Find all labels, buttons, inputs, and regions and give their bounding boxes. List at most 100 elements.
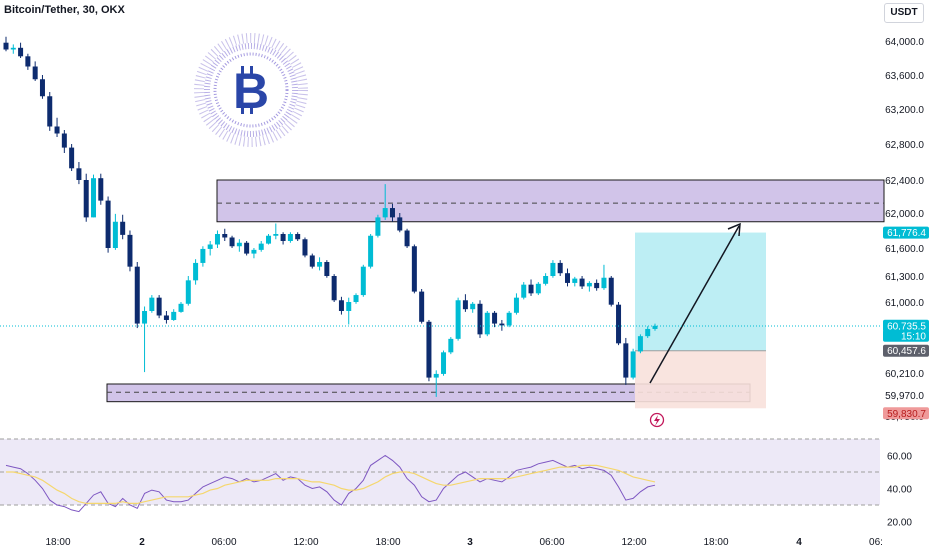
target-area	[635, 232, 766, 351]
price-tick-label: 63,200.0	[885, 105, 924, 116]
bitcoin-logo-icon: B	[194, 33, 308, 147]
rsi-ma-line	[6, 464, 656, 504]
price-tick-label: 63,600.0	[885, 71, 924, 82]
candle	[258, 241, 264, 252]
candle	[214, 230, 220, 248]
candle	[441, 350, 447, 376]
price-tick-label: 60,210.0	[885, 369, 924, 380]
candle	[331, 274, 337, 302]
candle	[98, 173, 104, 205]
time-tick-label: 06:00	[211, 537, 236, 548]
time-tick-label: 06:	[869, 537, 883, 548]
candle	[18, 42, 24, 58]
candle	[47, 92, 53, 131]
candle	[229, 235, 235, 248]
candle	[76, 162, 82, 185]
candle	[455, 297, 461, 341]
rsi-tick-label: 60.00	[887, 452, 912, 463]
time-tick-label: 2	[139, 537, 145, 548]
time-tick-label: 18:00	[45, 537, 70, 548]
candle	[360, 264, 366, 297]
candle	[652, 323, 658, 331]
candle	[178, 302, 184, 313]
rsi-tick-label: 20.00	[887, 518, 912, 529]
candle	[513, 293, 519, 315]
candle	[346, 297, 352, 325]
candle	[309, 253, 315, 269]
candle	[244, 241, 250, 256]
candle	[426, 319, 432, 382]
time-tick-label: 12:00	[621, 537, 646, 548]
candle	[433, 370, 439, 397]
candle	[389, 203, 395, 222]
candle	[120, 214, 126, 240]
candle	[302, 237, 308, 258]
rsi-pane	[0, 438, 880, 506]
candle	[411, 244, 417, 294]
price-tick-label: 61,600.0	[885, 244, 924, 255]
candle	[91, 174, 97, 218]
candle	[506, 310, 512, 328]
time-axis[interactable]: 18:00 2 06:00 12:00 18:00 3 06:00 12:00 18:00 4 06…	[45, 537, 882, 548]
candle	[317, 257, 323, 271]
candle	[543, 273, 549, 286]
candle	[32, 61, 38, 81]
chart-title: Bitcoin/Tether, 30, OKX	[4, 4, 125, 16]
price-tick-label: 62,800.0	[885, 140, 924, 151]
candle	[404, 228, 410, 248]
candle	[375, 214, 381, 238]
candle	[586, 281, 592, 292]
last-price-label: 60,735.5	[883, 319, 929, 332]
price-tick-label: 59,970.0	[885, 391, 924, 402]
candle	[69, 144, 75, 171]
svg-text:59,830.7: 59,830.7	[887, 409, 926, 420]
candle	[572, 276, 578, 287]
candle	[25, 53, 31, 70]
price-tick-label: 62,400.0	[885, 176, 924, 187]
candle	[470, 302, 476, 313]
candle	[134, 262, 140, 329]
candle	[83, 173, 89, 222]
candle	[462, 294, 468, 312]
candle	[484, 310, 490, 337]
candle	[338, 296, 344, 315]
price-tick-label: 62,000.0	[885, 209, 924, 220]
currency-button[interactable]: USDT	[884, 3, 924, 23]
candle	[171, 309, 177, 321]
candle	[112, 213, 118, 250]
resistance-zone[interactable]	[216, 179, 885, 223]
svg-text:61,776.4: 61,776.4	[887, 228, 926, 239]
time-tick-label: 06:00	[539, 537, 564, 548]
candle	[353, 293, 359, 304]
candle	[601, 264, 607, 290]
candle	[557, 260, 563, 276]
rsi-line	[5, 454, 656, 513]
candle	[397, 213, 403, 233]
long-position-tool[interactable]	[635, 232, 766, 409]
candle	[3, 36, 9, 52]
lightning-event-icon[interactable]	[649, 412, 665, 428]
candle	[156, 295, 162, 319]
time-tick-label: 18:00	[703, 537, 728, 548]
candle	[492, 310, 498, 328]
candle	[105, 196, 111, 253]
candle	[61, 130, 67, 153]
svg-text:15:10: 15:10	[901, 331, 926, 342]
price-tick-label: 61,000.0	[885, 298, 924, 309]
candle	[645, 326, 651, 338]
candle	[287, 232, 293, 243]
stop-area	[635, 350, 766, 409]
candle	[163, 310, 169, 324]
time-tick-label: 4	[796, 537, 802, 548]
candle	[222, 228, 228, 241]
candle	[39, 75, 45, 99]
candle	[236, 239, 242, 252]
candle	[324, 260, 330, 278]
candle	[295, 232, 301, 241]
candle	[10, 44, 16, 54]
candle	[550, 260, 556, 278]
candle	[419, 289, 425, 324]
candle	[207, 241, 213, 256]
candle	[535, 282, 541, 296]
